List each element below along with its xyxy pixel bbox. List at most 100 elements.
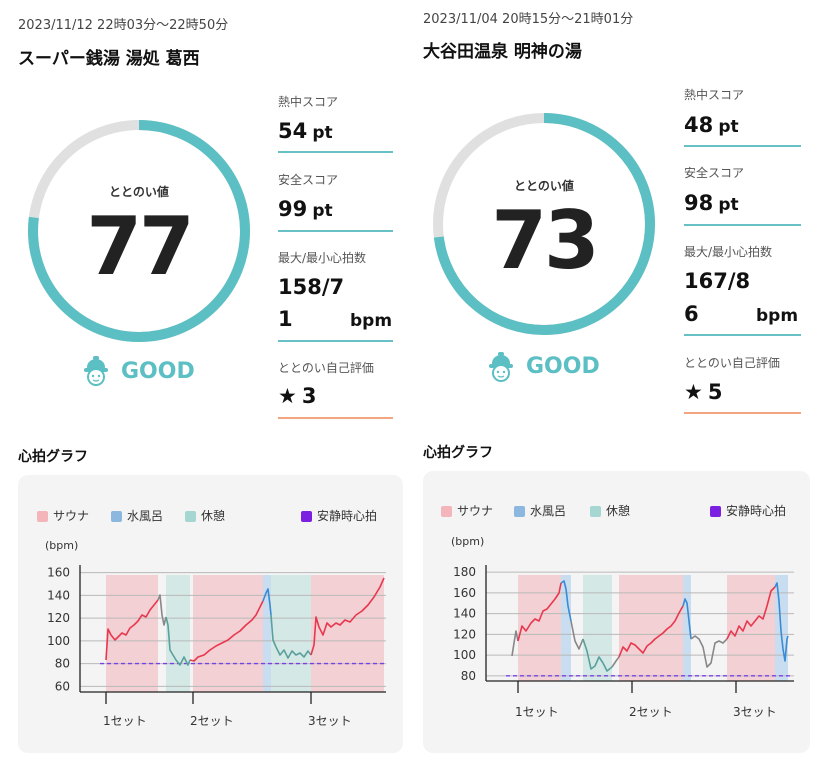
y-tick-label: 160 xyxy=(47,566,70,580)
heart-rate-series-rest xyxy=(582,638,613,672)
heart-rate-series-sauna xyxy=(310,577,385,656)
sauna-hat-icon xyxy=(489,352,513,382)
y-axis-unit: (bpm) xyxy=(451,535,484,548)
heart-rate-series-water xyxy=(560,580,572,622)
totonoi-gauge-arc xyxy=(28,120,250,342)
x-tick-label: 2セット xyxy=(190,714,234,728)
legend-resting-hr: 安静時心拍 xyxy=(301,507,377,524)
facility-name: スーパー銭湯 湯処 葛西 xyxy=(18,49,200,69)
legend-label: 休憩 xyxy=(201,509,226,523)
zone-rest xyxy=(583,575,612,681)
zone-rest xyxy=(271,575,311,692)
heat-score-label: 熱中スコア xyxy=(684,88,745,102)
heat-score-value: 54 xyxy=(278,119,308,143)
x-tick-label: 3セット xyxy=(733,705,777,719)
heart-rate-series-rest xyxy=(270,614,312,659)
y-tick-label: 140 xyxy=(47,588,70,602)
heat-score: 48 pt xyxy=(684,113,739,137)
legend-label: サウナ xyxy=(53,509,90,523)
zone-sauna xyxy=(106,575,158,692)
totonoi-gauge-arc xyxy=(433,113,655,335)
heart-rate-series-trans xyxy=(690,635,728,668)
divider xyxy=(278,230,393,232)
safety-score-label: 安全スコア xyxy=(278,173,339,187)
y-tick-label: 180 xyxy=(453,565,476,579)
legend-resting-hr: 安静時心拍 xyxy=(710,502,786,519)
graph-title: 心拍グラフ xyxy=(423,445,493,461)
facility-name: 大谷田温泉 明神の湯 xyxy=(423,42,582,62)
heart-rate-value-line2: 1 xyxy=(278,307,293,331)
safety-score-unit: pt xyxy=(312,201,333,221)
y-tick-label: 140 xyxy=(453,607,476,621)
safety-score: 98 pt xyxy=(684,191,739,215)
star-icon: ★ xyxy=(684,380,703,404)
safety-score: 99 pt xyxy=(278,197,333,221)
heart-rate-value-line1: 167/8 xyxy=(684,269,751,293)
zone-water xyxy=(263,575,271,692)
y-axis-unit: (bpm) xyxy=(45,539,78,552)
y-tick-label: 160 xyxy=(453,586,476,600)
heat-score-unit: pt xyxy=(312,123,333,143)
heart-rate-series-trans xyxy=(611,656,620,668)
y-tick-label: 120 xyxy=(453,627,476,641)
sauna-hat-icon xyxy=(84,356,108,386)
legend-label: 水風呂 xyxy=(530,504,567,518)
self-rating-label: ととのい自己評価 xyxy=(278,361,374,375)
rating-text: GOOD xyxy=(121,359,195,384)
totonoi-label: ととのい値 xyxy=(109,185,169,199)
heart-rate-series-trans xyxy=(157,594,167,626)
legend-label: サウナ xyxy=(457,504,494,518)
x-tick-label: 3セット xyxy=(308,714,352,728)
x-tick-label: 1セット xyxy=(103,714,147,728)
heart-rate-graph-panel: サウナ 水風呂 休憩 安静時心拍 (bpm) 180 160 140 120 100 80 1… xyxy=(423,471,810,753)
legend-swatch xyxy=(301,511,312,522)
y-tick-label: 80 xyxy=(55,657,70,671)
legend-rest: 休憩 xyxy=(590,502,630,519)
zone-water xyxy=(683,575,691,681)
legend-swatch xyxy=(185,511,196,522)
heart-rate-series-sauna xyxy=(726,586,776,640)
totonoi-gauge xyxy=(28,120,250,342)
zone-rest xyxy=(166,575,190,692)
heart-rate-unit: bpm xyxy=(756,306,799,326)
self-rating: ★ 3 xyxy=(278,384,317,408)
heart-rate-series-sauna xyxy=(105,599,159,661)
heart-rate-series-water xyxy=(682,598,692,640)
heart-rate-chart: (bpm) 180 160 140 120 100 80 1セット 2セット 3セット xyxy=(451,535,794,719)
heart-rate-chart: (bpm) 160 140 120 100 80 60 1セット 2セット 3セット xyxy=(45,539,386,728)
heat-score-unit: pt xyxy=(718,117,739,137)
heart-rate-series-sauna xyxy=(618,605,684,658)
heart-rate-series-trans xyxy=(511,630,519,657)
safety-score-unit: pt xyxy=(718,195,739,215)
y-tick-label: 100 xyxy=(453,648,476,662)
legend-swatch xyxy=(111,511,122,522)
heart-rate-label: 最大/最小心拍数 xyxy=(684,245,773,259)
session-datetime: 2023/11/04 20時15分〜21時01分 xyxy=(423,12,634,27)
heart-rate-series-water xyxy=(774,582,789,662)
heat-score-label: 熱中スコア xyxy=(278,95,339,109)
divider xyxy=(684,334,801,336)
heart-rate-series-sauna xyxy=(189,600,264,662)
graph-title: 心拍グラフ xyxy=(18,449,88,465)
divider xyxy=(278,417,393,419)
totonoi-label: ととのい値 xyxy=(514,179,574,193)
heart-rate-series-water xyxy=(262,588,272,616)
x-tick-label: 2セット xyxy=(629,705,673,719)
safety-score-value: 99 xyxy=(278,197,308,221)
y-tick-label: 60 xyxy=(55,679,70,693)
self-rating-value: 3 xyxy=(301,384,317,408)
legend-label: 水風呂 xyxy=(127,509,164,523)
zone-sauna xyxy=(193,575,263,692)
zone-sauna xyxy=(727,575,775,681)
legend-swatch xyxy=(37,511,48,522)
zone-sauna xyxy=(619,575,683,681)
divider xyxy=(684,145,801,147)
self-rating-value: 5 xyxy=(707,380,723,404)
heart-rate-series-rest xyxy=(165,616,191,666)
y-tick-label: 100 xyxy=(47,634,70,648)
legend-swatch xyxy=(710,506,721,517)
heart-rate-graph-panel: サウナ 水風呂 休憩 安静時心拍 (bpm) 160 140 120 100 80 60 1セ… xyxy=(18,475,403,753)
star-icon: ★ xyxy=(278,384,297,408)
y-tick-label: 80 xyxy=(461,669,476,683)
divider xyxy=(684,224,801,226)
